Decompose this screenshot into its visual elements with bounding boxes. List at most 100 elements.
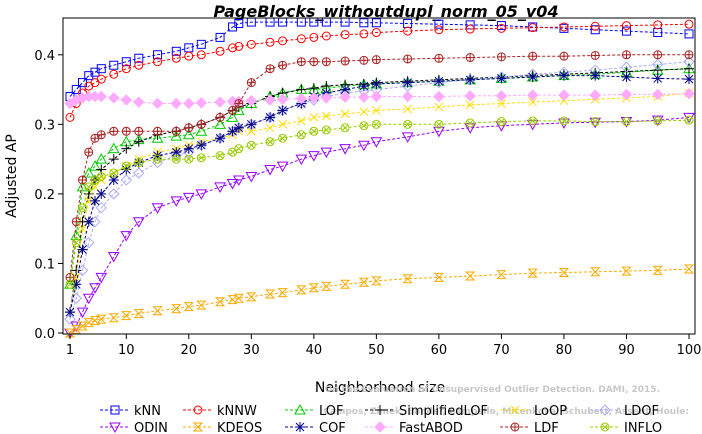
legend-item-fastabod: FastABOD	[365, 421, 463, 434]
data-point	[265, 123, 275, 133]
legend-label: LDF	[534, 421, 559, 434]
data-point	[621, 72, 632, 83]
data-point	[153, 126, 163, 136]
data-point	[684, 74, 694, 85]
data-point	[359, 29, 369, 39]
data-point	[496, 21, 506, 31]
data-point	[589, 117, 602, 129]
data-point	[170, 97, 183, 110]
data-point	[96, 130, 106, 140]
data-point	[245, 172, 258, 183]
data-point	[307, 151, 320, 162]
series-line	[69, 116, 690, 334]
data-point	[308, 92, 320, 104]
data-point	[65, 279, 75, 289]
data-point	[77, 321, 88, 331]
data-point	[359, 121, 369, 131]
series-knnw	[65, 19, 694, 122]
data-point	[76, 264, 89, 277]
data-point	[264, 94, 276, 106]
data-point	[151, 203, 164, 214]
data-point	[121, 161, 131, 171]
legend-marker	[295, 422, 305, 432]
data-point	[621, 117, 631, 127]
data-point	[684, 50, 694, 60]
data-point	[339, 279, 351, 289]
data-point	[133, 136, 144, 147]
data-point	[170, 149, 183, 162]
legend-item-ldf: LDF	[500, 421, 559, 434]
data-point	[121, 64, 131, 74]
data-point	[78, 203, 88, 213]
data-point	[246, 78, 256, 88]
data-point	[465, 24, 475, 34]
data-point	[96, 74, 106, 84]
data-point	[134, 126, 144, 136]
data-point	[108, 188, 120, 200]
data-point	[153, 57, 163, 67]
data-point	[321, 125, 331, 135]
data-point	[683, 88, 695, 100]
data-point	[95, 90, 107, 103]
data-point	[621, 50, 631, 60]
data-point	[228, 43, 238, 53]
x-axis-label: Neighborhood size	[315, 380, 445, 396]
data-point	[464, 123, 477, 134]
data-point	[558, 89, 570, 101]
data-point	[134, 158, 144, 168]
legend-item-cof: COF	[285, 421, 346, 434]
data-point	[276, 93, 289, 106]
data-point	[527, 268, 538, 278]
data-point	[403, 119, 413, 129]
data-point	[214, 96, 226, 108]
data-point	[232, 175, 245, 187]
data-point	[121, 57, 131, 67]
data-point	[277, 288, 288, 298]
data-point	[76, 307, 89, 319]
data-point	[195, 189, 208, 200]
data-point	[89, 160, 101, 171]
data-point	[340, 56, 350, 66]
legend-marker	[374, 421, 386, 433]
data-point	[434, 53, 444, 63]
legend-label: LoOP	[534, 404, 567, 419]
legend-label: LDOF	[624, 404, 659, 419]
data-point	[183, 97, 195, 110]
data-point	[496, 117, 506, 127]
data-point	[133, 167, 145, 179]
series-odin	[64, 112, 695, 340]
data-point	[84, 71, 94, 81]
data-point	[320, 147, 333, 159]
x-axis: 1 10 20 30 40 50 60 70 80 90 100	[66, 334, 701, 358]
legend-item-odin: ODIN	[100, 421, 168, 434]
data-point	[527, 72, 538, 83]
data-point	[278, 119, 287, 129]
x-tick-label: 1	[66, 343, 74, 358]
series-line	[69, 119, 690, 285]
data-point	[684, 19, 694, 29]
data-point	[170, 130, 183, 141]
data-point	[183, 302, 195, 312]
data-point	[132, 217, 145, 228]
data-point	[195, 125, 208, 136]
data-point	[295, 154, 308, 166]
data-point	[171, 53, 181, 63]
data-point	[133, 96, 145, 108]
data-point	[434, 25, 444, 35]
data-point	[108, 174, 119, 185]
legend-label: FastABOD	[399, 421, 463, 434]
data-point	[496, 52, 506, 62]
data-point	[234, 98, 244, 108]
data-point	[96, 314, 107, 324]
legend-label: kNN	[134, 404, 161, 419]
data-point	[121, 143, 132, 154]
data-point	[371, 119, 381, 129]
data-point	[558, 70, 569, 81]
data-point	[108, 313, 119, 323]
data-point	[559, 116, 569, 126]
data-point	[120, 94, 132, 106]
data-point	[559, 22, 569, 32]
data-point	[95, 153, 108, 164]
data-point	[96, 172, 106, 181]
